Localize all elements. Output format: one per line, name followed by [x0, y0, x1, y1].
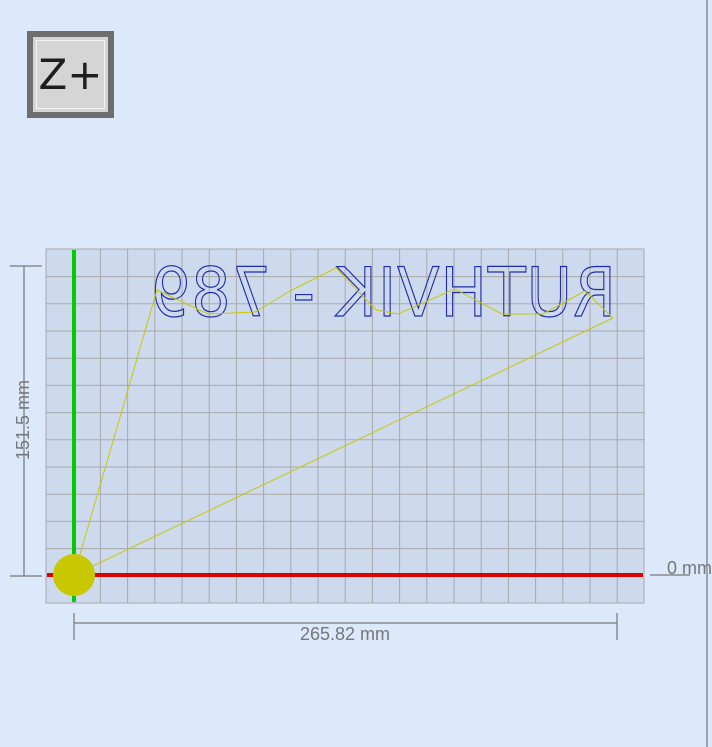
window-edge — [706, 0, 708, 747]
baseline-label: 0 mm — [667, 558, 712, 578]
width-dimension-label: 265.82 mm — [300, 624, 390, 644]
width-dimension: 265.82 mm — [73, 613, 618, 644]
tool-position-marker[interactable] — [53, 554, 95, 596]
height-dimension: 151.5 mm — [10, 265, 42, 577]
z-plus-button[interactable]: Z+ — [27, 31, 114, 118]
baseline-indicator: 0 mm — [650, 558, 712, 578]
height-dimension-label: 151.5 mm — [13, 380, 33, 460]
engraving-text: RUTHVIK - 789 — [150, 254, 616, 333]
toolpath-line — [73, 267, 614, 576]
